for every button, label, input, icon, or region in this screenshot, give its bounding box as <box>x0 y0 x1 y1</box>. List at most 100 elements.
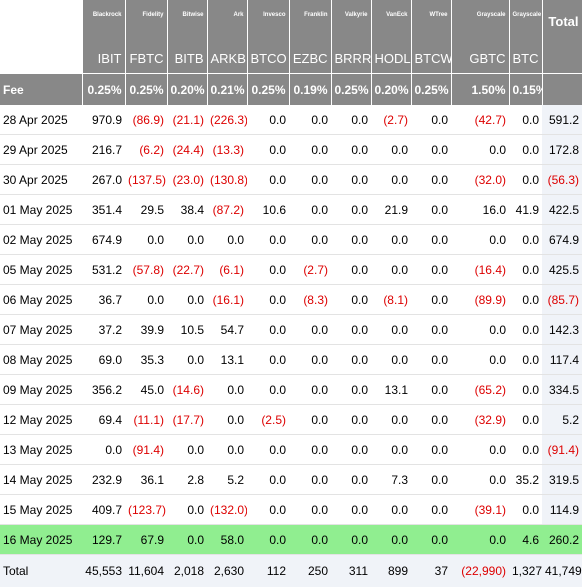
flow-value: 409.7 <box>82 495 125 525</box>
flow-value: 0.0 <box>331 165 371 195</box>
flow-value: (87.2) <box>207 195 247 225</box>
flow-value: 0.0 <box>411 255 451 285</box>
flow-value: 0.0 <box>331 225 371 255</box>
flow-value: 267.0 <box>82 165 125 195</box>
flow-value: (42.7) <box>451 105 509 135</box>
flow-value: 970.9 <box>82 105 125 135</box>
row-date: 01 May 2025 <box>0 195 82 225</box>
fee-total-cell <box>542 74 582 106</box>
total-value: 112 <box>247 555 289 587</box>
flow-value: 0.0 <box>411 345 451 375</box>
flow-value: 0.0 <box>247 435 289 465</box>
fee-value: 0.25% <box>411 74 451 106</box>
flow-value: 10.6 <box>247 195 289 225</box>
row-date: 16 May 2025 <box>0 525 82 555</box>
flow-value: 29.5 <box>125 195 167 225</box>
row-date: 14 May 2025 <box>0 465 82 495</box>
row-total: 425.5 <box>542 255 582 285</box>
flow-value: 0.0 <box>82 435 125 465</box>
issuer-label: Valkyrie <box>331 0 371 43</box>
flow-value: 0.0 <box>247 495 289 525</box>
flow-value: 0.0 <box>247 165 289 195</box>
row-total: (56.3) <box>542 165 582 195</box>
flow-value: 0.0 <box>509 105 542 135</box>
flow-value: 0.0 <box>411 435 451 465</box>
flow-value: 0.0 <box>289 225 331 255</box>
flow-value: 21.9 <box>371 195 411 225</box>
flow-value: 16.0 <box>451 195 509 225</box>
flow-value: 0.0 <box>289 165 331 195</box>
flow-value: 0.0 <box>331 255 371 285</box>
flow-value: 35.3 <box>125 345 167 375</box>
fee-row: Fee 0.25% 0.25% 0.20% 0.21% 0.25% 0.19% … <box>0 74 582 106</box>
flow-value: (16.4) <box>451 255 509 285</box>
flow-value: (39.1) <box>451 495 509 525</box>
flow-value: 0.0 <box>247 105 289 135</box>
corner-cell <box>0 43 82 74</box>
flow-value: 0.0 <box>371 225 411 255</box>
flow-value: 69.4 <box>82 405 125 435</box>
flow-value: (8.1) <box>371 285 411 315</box>
flow-value: 0.0 <box>411 225 451 255</box>
flow-value: 45.0 <box>125 375 167 405</box>
flow-value: 67.9 <box>125 525 167 555</box>
flow-value: 0.0 <box>331 495 371 525</box>
flow-value: (23.0) <box>167 165 207 195</box>
flow-value: 0.0 <box>331 315 371 345</box>
row-date: 09 May 2025 <box>0 375 82 405</box>
flow-value: 0.0 <box>411 105 451 135</box>
flow-value: 0.0 <box>167 495 207 525</box>
flow-value: 0.0 <box>207 435 247 465</box>
flow-value: 0.0 <box>509 495 542 525</box>
flow-value: (24.4) <box>167 135 207 165</box>
row-total: (91.4) <box>542 435 582 465</box>
flow-value: 0.0 <box>247 135 289 165</box>
row-total: 260.2 <box>542 525 582 555</box>
row-total: (85.7) <box>542 285 582 315</box>
flow-value: 0.0 <box>289 495 331 525</box>
fee-value: 0.19% <box>289 74 331 106</box>
flow-value: 0.0 <box>509 165 542 195</box>
fee-value: 0.25% <box>247 74 289 106</box>
flow-value: 0.0 <box>289 105 331 135</box>
total-value: 11,604 <box>125 555 167 587</box>
flow-value: 0.0 <box>247 285 289 315</box>
flow-value: 58.0 <box>207 525 247 555</box>
row-date: 30 Apr 2025 <box>0 165 82 195</box>
ticker-label: IBIT <box>82 43 125 74</box>
flow-value: 0.0 <box>247 375 289 405</box>
row-date: 12 May 2025 <box>0 405 82 435</box>
total-column-header: Total <box>542 0 582 43</box>
issuer-label: VanEck <box>371 0 411 43</box>
flow-value: (6.2) <box>125 135 167 165</box>
row-date: 06 May 2025 <box>0 285 82 315</box>
totals-label: Total <box>0 555 82 587</box>
flow-value: 232.9 <box>82 465 125 495</box>
ticker-label: FBTC <box>125 43 167 74</box>
flow-value: 0.0 <box>289 435 331 465</box>
row-date: 07 May 2025 <box>0 315 82 345</box>
flow-value: 0.0 <box>451 525 509 555</box>
flow-value: 0.0 <box>451 465 509 495</box>
flow-value: 0.0 <box>509 285 542 315</box>
flow-value: 0.0 <box>509 435 542 465</box>
row-total: 172.8 <box>542 135 582 165</box>
ticker-label: BTCO <box>247 43 289 74</box>
flow-value: 0.0 <box>509 315 542 345</box>
ticker-label: BTC <box>509 43 542 74</box>
row-date: 28 Apr 2025 <box>0 105 82 135</box>
flow-value: 0.0 <box>289 345 331 375</box>
flow-value: (2.7) <box>289 255 331 285</box>
flow-value: (6.1) <box>207 255 247 285</box>
flow-value: 0.0 <box>331 435 371 465</box>
row-total: 674.9 <box>542 225 582 255</box>
ticker-label: ARKB <box>207 43 247 74</box>
row-date: 13 May 2025 <box>0 435 82 465</box>
flow-value: 0.0 <box>331 105 371 135</box>
